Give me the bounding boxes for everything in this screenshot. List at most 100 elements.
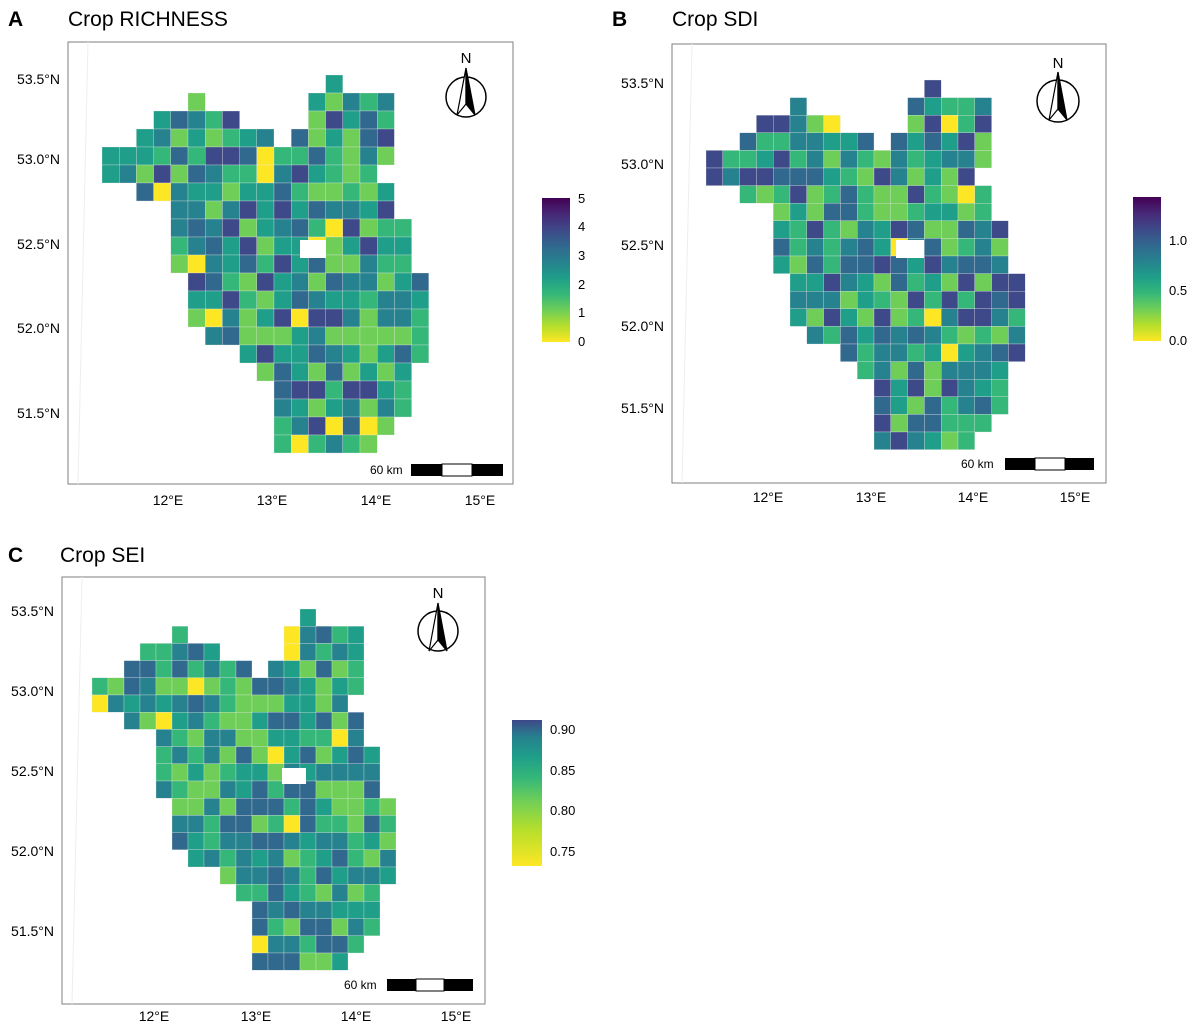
raster-cell — [267, 901, 285, 919]
raster-cell — [359, 218, 378, 238]
raster-cell — [331, 694, 349, 713]
raster-cell — [315, 746, 333, 764]
raster-cell — [907, 431, 925, 450]
raster-cell — [941, 167, 959, 186]
raster-cell — [924, 115, 942, 133]
raster-cell — [203, 746, 221, 764]
raster-cell — [941, 343, 959, 362]
raster-cell — [347, 815, 365, 833]
raster-cell — [873, 238, 891, 257]
raster-cell — [251, 849, 269, 868]
y-tick-label: 53.5°N — [621, 75, 664, 91]
raster-cell — [171, 798, 189, 816]
raster-cell — [941, 255, 959, 274]
raster-cell — [273, 326, 292, 346]
raster-cell — [342, 308, 361, 328]
raster-cell — [359, 236, 378, 256]
raster-cell — [957, 379, 975, 397]
raster-cell — [394, 398, 412, 418]
raster-cell — [267, 952, 285, 971]
raster-cell — [251, 901, 269, 919]
raster-cell — [187, 110, 206, 130]
raster-cell — [331, 935, 349, 954]
raster-cell — [205, 128, 223, 148]
raster-cell — [291, 164, 309, 184]
raster-cell — [203, 815, 221, 833]
raster-cell — [1008, 308, 1026, 327]
raster-cell — [273, 362, 292, 382]
raster-cell — [267, 746, 285, 764]
raster-cell — [267, 763, 285, 782]
raster-cell — [170, 146, 189, 166]
colorbar-gradient — [542, 198, 570, 342]
raster-cell — [308, 272, 326, 292]
raster-cell — [873, 203, 891, 221]
raster-cell — [347, 884, 365, 902]
raster-cell — [806, 220, 824, 239]
raster-cell — [823, 203, 841, 221]
raster-cell — [773, 150, 791, 169]
raster-cell — [857, 150, 875, 169]
raster-cell — [325, 200, 343, 220]
raster-cell — [359, 326, 378, 346]
raster-cell — [171, 832, 189, 850]
raster-cell — [170, 200, 189, 220]
raster-cell — [171, 712, 189, 730]
raster-cell — [359, 344, 378, 364]
raster-cell — [325, 344, 343, 364]
raster-cell — [171, 694, 189, 713]
raster-cell — [170, 254, 189, 274]
raster-cell — [187, 200, 206, 220]
raster-cell — [283, 901, 301, 919]
raster-cell — [219, 763, 237, 782]
raster-cell — [136, 182, 154, 202]
raster-cell — [315, 849, 333, 868]
raster-cell — [924, 291, 942, 309]
raster-cell — [773, 167, 791, 186]
raster-cell — [235, 780, 253, 799]
raster-cell — [347, 866, 365, 885]
raster-cell — [739, 167, 757, 186]
y-tick-label: 53.0°N — [11, 683, 54, 699]
raster-cell — [291, 362, 309, 382]
raster-cell — [377, 398, 395, 418]
raster-cell — [957, 291, 975, 309]
scale-bar: 60 km — [344, 978, 473, 992]
raster-cell — [789, 308, 807, 327]
raster-cell — [823, 167, 841, 186]
raster-cell — [377, 110, 395, 130]
raster-cell — [273, 254, 292, 274]
raster-cell — [377, 308, 395, 328]
raster-cell — [789, 273, 807, 292]
y-tick-label: 53.5°N — [11, 603, 54, 619]
raster-cell — [283, 712, 301, 730]
raster-cell — [907, 343, 925, 362]
raster-grid — [101, 74, 429, 454]
raster-cell — [170, 236, 189, 256]
raster-cell — [315, 626, 333, 644]
raster-cell — [957, 431, 975, 450]
panel-letter: C — [8, 544, 23, 567]
raster-cell — [308, 146, 326, 166]
raster-cell — [325, 434, 343, 454]
raster-cell — [139, 677, 157, 696]
raster-cell — [974, 115, 992, 133]
raster-cell — [222, 164, 240, 184]
raster-cell — [789, 167, 807, 186]
raster-cell — [840, 150, 858, 169]
raster-cell — [187, 164, 206, 184]
raster-cell — [222, 110, 240, 130]
raster-cell — [974, 203, 992, 221]
raster-cell — [907, 361, 925, 380]
panel-letter: B — [612, 8, 627, 31]
raster-cell — [267, 660, 285, 678]
raster-cell — [359, 380, 378, 400]
raster-cell — [974, 291, 992, 309]
raster-cell — [890, 414, 908, 433]
raster-cell — [315, 935, 333, 954]
raster-cell — [411, 308, 429, 328]
raster-cell — [187, 146, 206, 166]
raster-cell — [411, 272, 429, 292]
raster-cell — [377, 362, 395, 382]
raster-cell — [890, 255, 908, 274]
